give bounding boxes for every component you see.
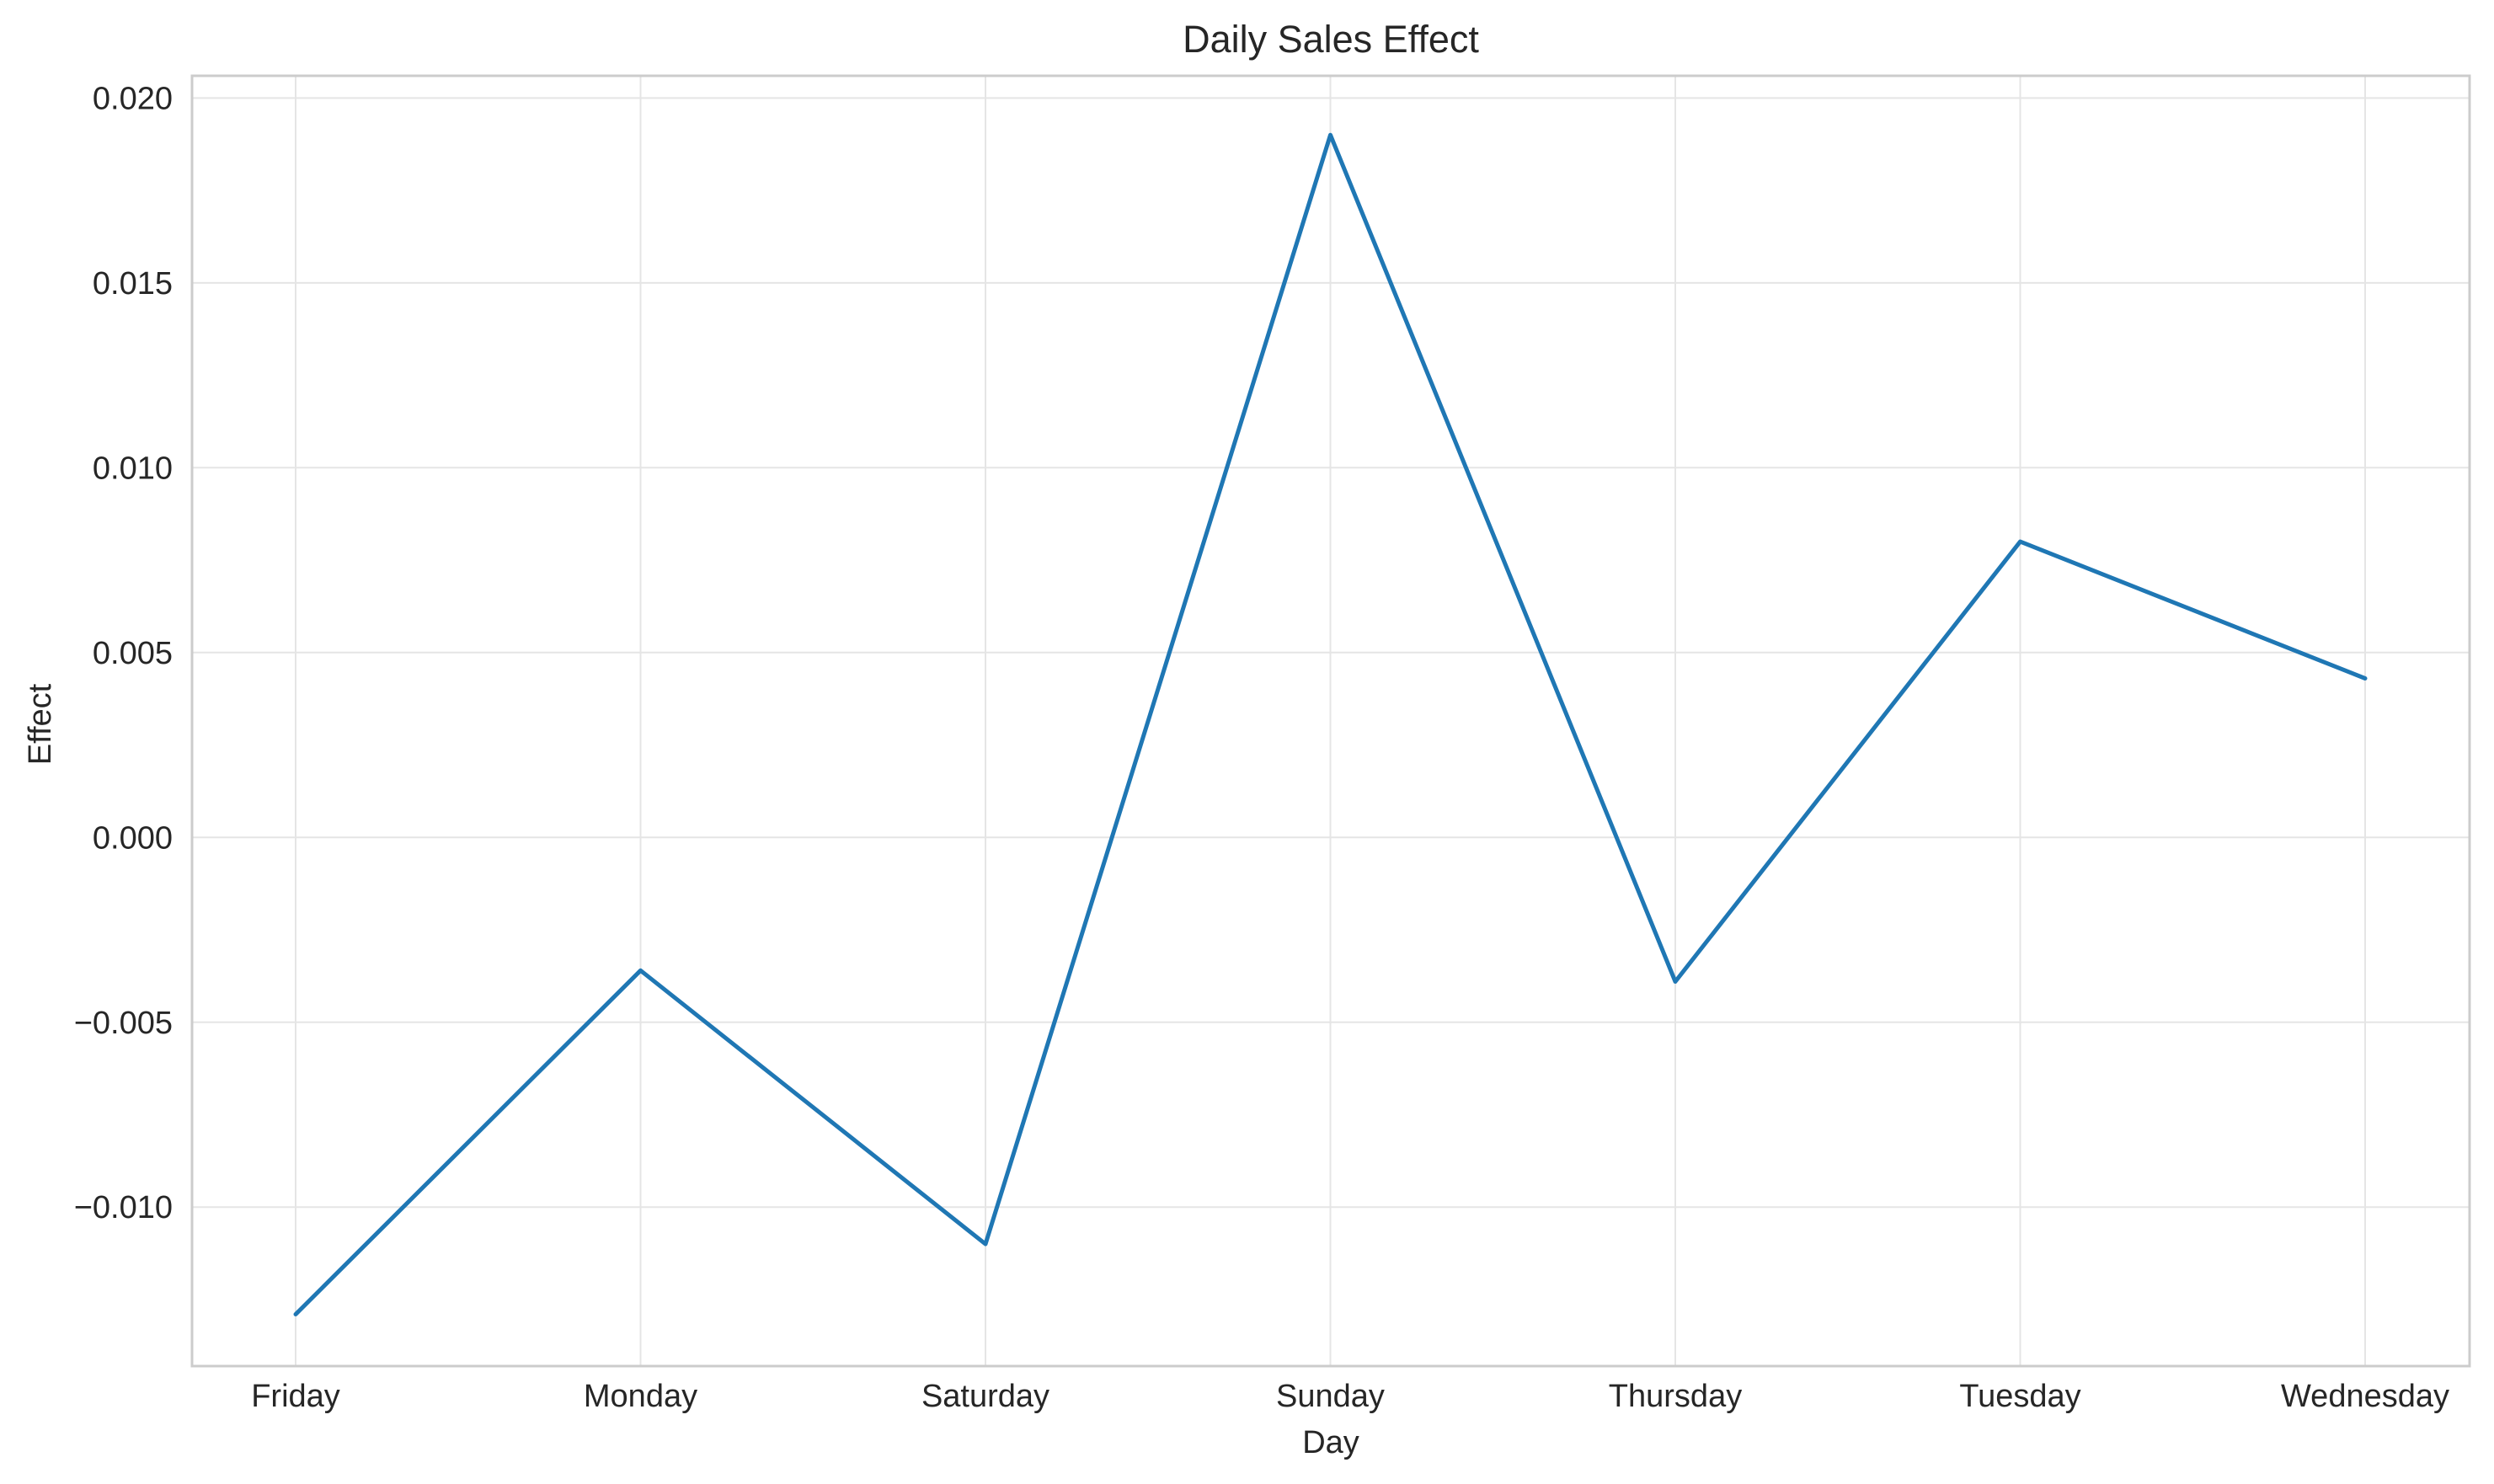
x-tick-label: Wednesday — [2281, 1379, 2449, 1414]
data-point-sunday — [1328, 132, 1333, 137]
data-point-wednesday — [2363, 676, 2368, 681]
y-tick-label: 0.010 — [93, 451, 173, 486]
x-axis: Friday Monday Saturday Sunday Thursday Tuesda… — [251, 1379, 2449, 1414]
x-tick-label: Monday — [584, 1379, 697, 1414]
x-tick-label: Sunday — [1276, 1379, 1385, 1414]
y-tick-label: 0.005 — [93, 636, 173, 671]
gridlines — [192, 76, 2470, 1366]
x-axis-title: Day — [1302, 1425, 1359, 1460]
y-tick-label: −0.010 — [74, 1190, 173, 1225]
data-point-friday — [293, 1312, 298, 1317]
y-tick-label: −0.005 — [74, 1006, 173, 1041]
chart-title: Daily Sales Effect — [1183, 18, 1479, 61]
data-point-thursday — [1673, 979, 1678, 984]
x-tick-label: Tuesday — [1959, 1379, 2080, 1414]
series-line — [293, 132, 2368, 1316]
y-tick-label: 0.020 — [93, 81, 173, 116]
x-tick-label: Thursday — [1609, 1379, 1742, 1414]
data-point-monday — [638, 968, 644, 973]
y-axis-title: Effect — [23, 683, 58, 765]
y-tick-label: 0.015 — [93, 266, 173, 302]
x-tick-label: Saturday — [921, 1379, 1049, 1414]
data-point-saturday — [983, 1241, 988, 1246]
y-tick-label: 0.000 — [93, 820, 173, 856]
plot-area — [190, 74, 2471, 1368]
y-axis: −0.010 −0.005 0.000 0.005 0.010 0.015 0.020 — [74, 81, 173, 1225]
data-point-tuesday — [2018, 539, 2023, 544]
x-tick-label: Friday — [251, 1379, 340, 1414]
